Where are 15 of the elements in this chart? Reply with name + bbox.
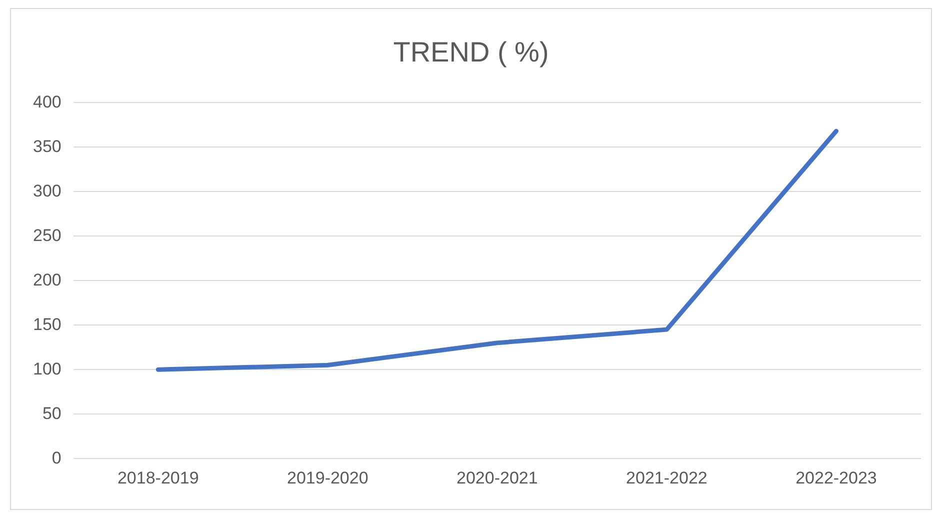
x-tick-label: 2020-2021 [456, 468, 538, 488]
x-tick-label: 2021-2022 [626, 468, 708, 488]
y-tick-label: 150 [32, 314, 62, 334]
y-tick-label: 250 [32, 226, 62, 245]
y-tick-label: 300 [32, 181, 62, 200]
y-tick-label: 200 [32, 270, 62, 290]
y-tick-label: 0 [52, 448, 62, 468]
y-tick-label: 50 [42, 404, 62, 423]
y-tick-label: 350 [32, 136, 62, 156]
y-tick-label: 400 [32, 92, 62, 112]
x-tick-label: 2022-2023 [796, 468, 877, 488]
x-tick-label: 2019-2020 [287, 468, 368, 488]
y-tick-label: 100 [32, 359, 62, 378]
x-tick-label: 2018-2019 [117, 468, 199, 488]
chart-title: TREND ( %) [393, 36, 549, 68]
